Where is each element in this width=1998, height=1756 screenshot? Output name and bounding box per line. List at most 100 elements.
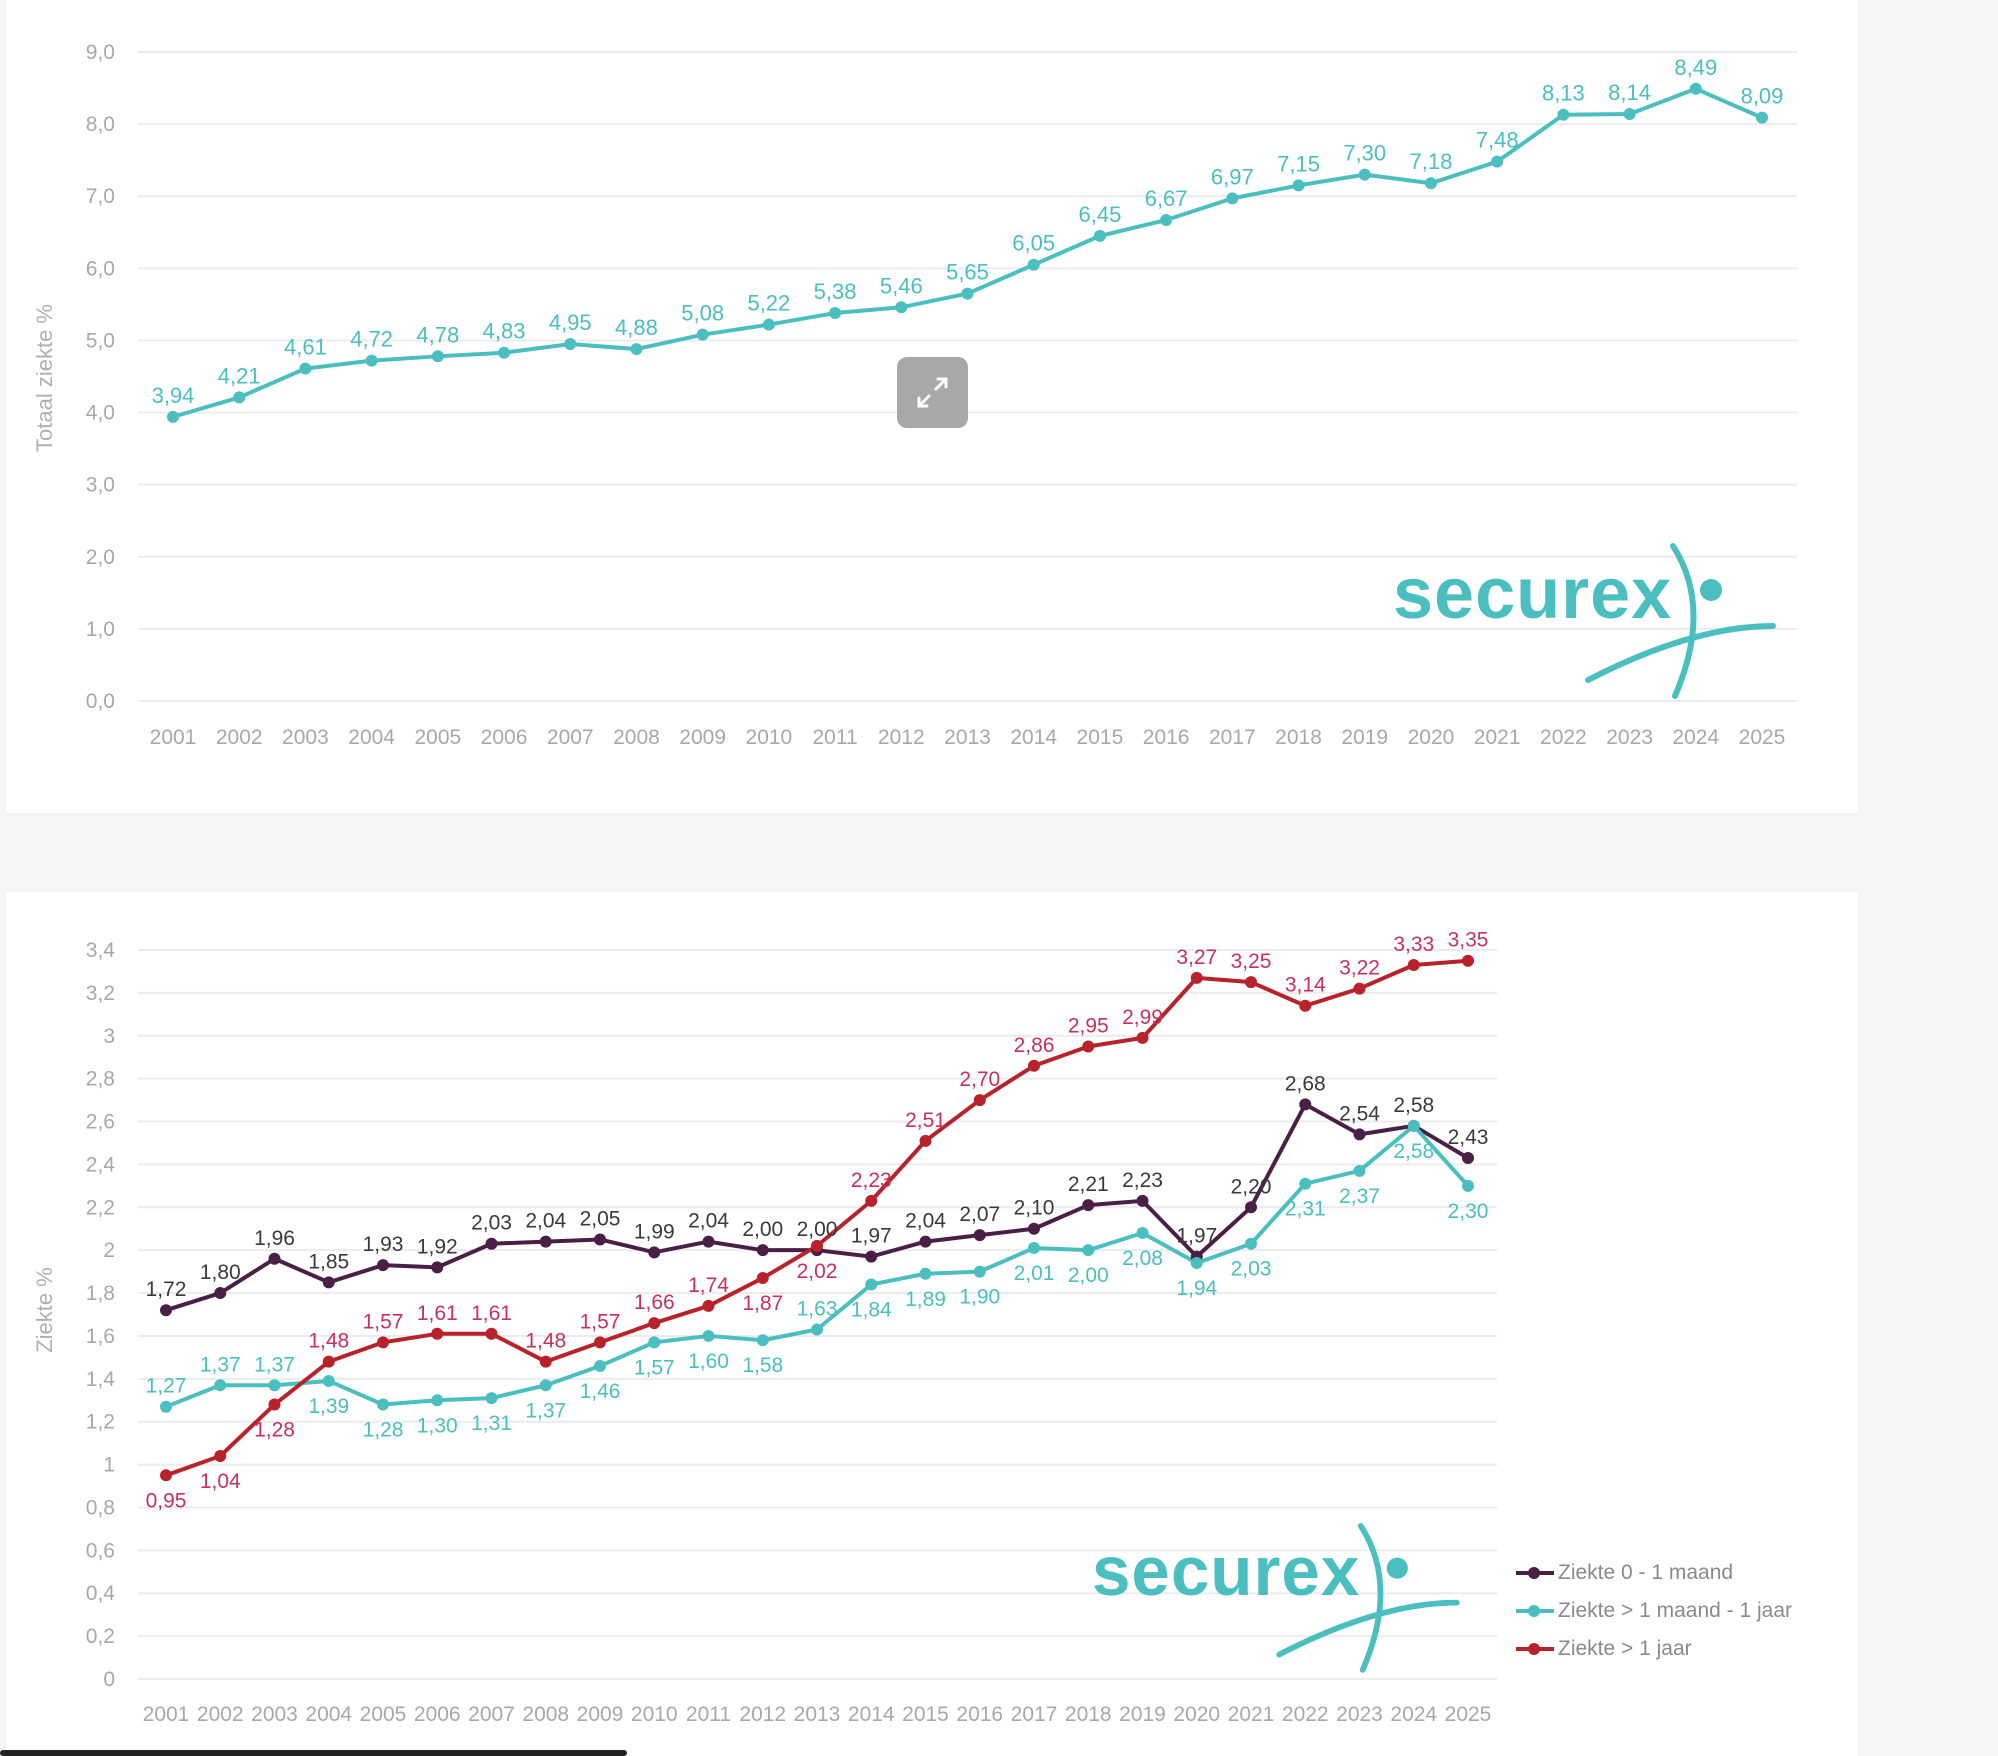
- data-label: 1,61: [471, 1302, 512, 1325]
- x-tick-label: 2024: [1672, 726, 1719, 749]
- data-label: 1,90: [959, 1286, 1000, 1309]
- data-label: 2,04: [688, 1210, 729, 1233]
- data-label: 1,57: [634, 1356, 675, 1379]
- data-point: [1082, 1199, 1095, 1212]
- data-label: 2,58: [1393, 1094, 1434, 1117]
- y-tick-label: 5,0: [86, 329, 115, 352]
- data-label: 5,46: [880, 273, 923, 298]
- securex-logo-dot: [1700, 579, 1722, 601]
- data-label: 4,83: [483, 319, 526, 344]
- data-point: [1689, 82, 1702, 95]
- data-label: 2,10: [1014, 1197, 1055, 1220]
- y-tick-label: 0: [103, 1668, 115, 1691]
- data-label: 0,95: [146, 1489, 187, 1512]
- data-point: [322, 1276, 335, 1289]
- data-point: [322, 1355, 335, 1368]
- data-label: 1,28: [363, 1419, 404, 1442]
- data-label: 2,21: [1068, 1173, 1109, 1196]
- data-point: [214, 1450, 227, 1463]
- data-label: 2,95: [1068, 1014, 1109, 1037]
- data-point: [160, 1469, 172, 1482]
- x-tick-label: 2001: [150, 726, 197, 749]
- legend-swatch: [1516, 1605, 1554, 1617]
- data-label: 2,00: [797, 1218, 838, 1241]
- data-label: 2,58: [1393, 1140, 1434, 1163]
- data-point: [564, 338, 577, 351]
- data-label: 5,38: [814, 279, 857, 304]
- securex-logo-text: securex: [1393, 554, 1672, 634]
- data-point: [1082, 1244, 1095, 1257]
- data-label: 3,25: [1231, 950, 1272, 973]
- x-tick-label: 2025: [1739, 726, 1786, 749]
- data-point: [762, 318, 775, 331]
- data-label: 2,04: [525, 1210, 566, 1233]
- x-tick-label: 2023: [1336, 1703, 1383, 1726]
- y-tick-label: 3,0: [86, 474, 115, 497]
- y-tick-label: 4,0: [86, 402, 115, 425]
- data-point: [377, 1259, 389, 1272]
- data-label: 1,84: [851, 1298, 892, 1321]
- y-tick-label: 3: [103, 1025, 115, 1048]
- data-label: 3,14: [1285, 974, 1326, 997]
- data-point: [167, 410, 179, 423]
- data-label: 4,88: [615, 315, 658, 340]
- y-tick-label: 3,4: [86, 939, 116, 962]
- data-label: 8,49: [1674, 55, 1717, 80]
- data-point: [702, 1299, 715, 1312]
- legend-label: Ziekte > 1 maand - 1 jaar: [1558, 1599, 1793, 1622]
- data-point: [919, 1235, 932, 1248]
- data-label: 2,00: [1068, 1264, 1109, 1287]
- data-label: 1,63: [797, 1298, 838, 1321]
- data-label: 1,80: [200, 1261, 241, 1284]
- expand-button[interactable]: [897, 357, 968, 428]
- data-point: [1028, 1059, 1040, 1072]
- data-point: [539, 1235, 552, 1248]
- x-tick-label: 2016: [1143, 726, 1190, 749]
- x-tick-label: 2006: [414, 1703, 461, 1726]
- data-label: 8,14: [1608, 80, 1651, 105]
- x-tick-label: 2005: [414, 726, 461, 749]
- data-point: [539, 1379, 552, 1392]
- x-tick-label: 2002: [197, 1703, 244, 1726]
- data-point: [268, 1379, 281, 1392]
- x-tick-label: 2021: [1228, 1703, 1275, 1726]
- x-tick-label: 2009: [679, 726, 726, 749]
- x-tick-label: 2011: [686, 1703, 731, 1726]
- data-point: [485, 1392, 498, 1405]
- x-tick-label: 2007: [468, 1703, 515, 1726]
- x-tick-label: 2017: [1209, 726, 1256, 749]
- data-point: [594, 1233, 606, 1246]
- y-tick-label: 1,4: [86, 1368, 116, 1391]
- data-label: 2,00: [742, 1218, 783, 1241]
- data-label: 2,30: [1448, 1200, 1489, 1223]
- data-point: [431, 350, 444, 363]
- data-label: 1,87: [742, 1292, 783, 1315]
- data-label: 2,51: [905, 1109, 946, 1132]
- data-label: 1,92: [417, 1235, 458, 1258]
- data-label: 2,54: [1339, 1102, 1380, 1125]
- data-label: 2,86: [1014, 1034, 1055, 1057]
- data-point: [1557, 108, 1570, 121]
- data-point: [1353, 1164, 1366, 1177]
- data-point: [1136, 1031, 1149, 1044]
- data-point: [431, 1327, 444, 1340]
- data-point: [973, 1265, 986, 1278]
- data-point: [1190, 971, 1203, 984]
- legend-swatch: [1516, 1567, 1554, 1579]
- data-point: [594, 1359, 606, 1372]
- x-tick-label: 2015: [902, 1703, 949, 1726]
- data-label: 1,57: [580, 1310, 621, 1333]
- x-tick-label: 2014: [1010, 726, 1057, 749]
- data-label: 8,13: [1542, 81, 1585, 106]
- horizontal-scrollbar[interactable]: [0, 1750, 627, 1756]
- data-point: [1028, 1242, 1040, 1255]
- data-label: 4,78: [416, 322, 459, 347]
- data-point: [1358, 168, 1371, 181]
- data-point: [1082, 1040, 1095, 1053]
- data-label: 1,48: [308, 1330, 349, 1353]
- data-point: [756, 1244, 769, 1257]
- x-tick-label: 2004: [348, 726, 395, 749]
- x-tick-label: 2022: [1282, 1703, 1329, 1726]
- data-point: [377, 1336, 389, 1349]
